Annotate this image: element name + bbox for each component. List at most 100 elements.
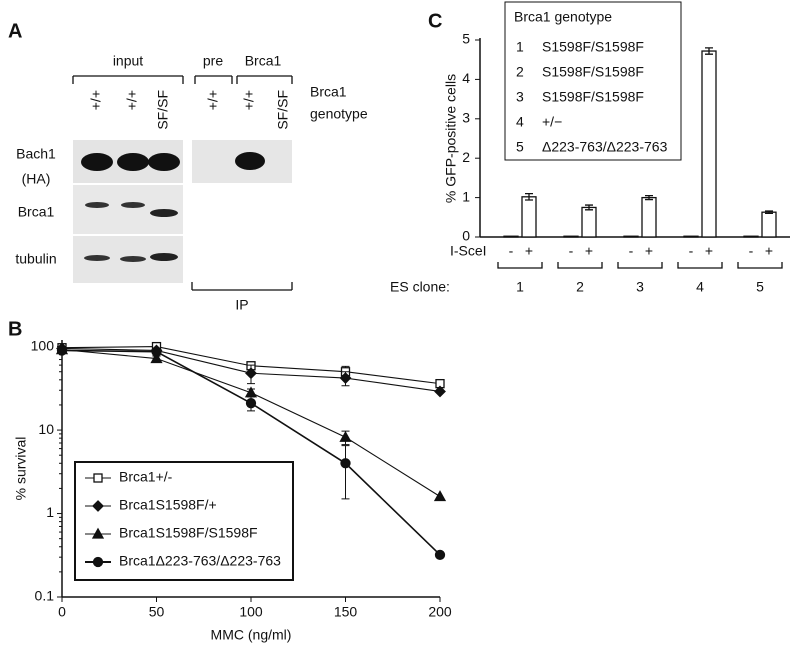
legend-label: Brca1Δ223-763/Δ223-763: [119, 553, 281, 569]
x-tick-label: -: [509, 243, 514, 259]
error-bar: [765, 210, 773, 215]
y-axis-label: % GFP-positive cells: [443, 74, 459, 203]
x-tick-label: 200: [428, 604, 452, 620]
group-label: input: [113, 53, 143, 69]
band: [117, 153, 149, 171]
band: [150, 253, 178, 261]
x-tick-label: +: [525, 243, 533, 259]
band: [84, 255, 110, 261]
bar: [563, 235, 579, 238]
ip-label: IP: [235, 297, 248, 313]
x-tick-label: +: [705, 243, 713, 259]
legend-label: S1598F/S1598F: [542, 89, 644, 105]
legend-label: +/−: [542, 114, 562, 130]
panel-label: B: [8, 318, 22, 340]
error-bar: [525, 193, 533, 201]
bar: [503, 235, 519, 238]
legend-number: 2: [516, 64, 524, 80]
panel-label: C: [428, 10, 442, 32]
x-tick-label: 0: [58, 604, 66, 620]
legend-label: S1598F/S1598F: [542, 39, 644, 55]
legend-number: 3: [516, 89, 524, 105]
legend-number: 1: [516, 39, 524, 55]
band: [120, 256, 146, 262]
row-label: (HA): [22, 171, 51, 187]
y-tick-label: 2: [462, 149, 470, 165]
x-tick-label: 100: [239, 604, 263, 620]
bar: [641, 196, 657, 238]
y-tick-label: 4: [462, 70, 470, 86]
blot: [72, 75, 293, 291]
legend-title: Brca1 genotype: [514, 9, 612, 25]
band: [150, 209, 178, 217]
bar: [701, 50, 717, 238]
band: [121, 202, 145, 208]
error-bar: [585, 204, 593, 211]
bar: [743, 235, 759, 238]
bar: [581, 206, 597, 238]
lane-label: +/+: [241, 90, 257, 110]
y-tick-label: 100: [31, 337, 55, 353]
marker: [92, 556, 104, 568]
marker: [93, 473, 103, 483]
marker: [433, 490, 447, 502]
y-tick-label: 1: [462, 188, 470, 204]
x-tick-label: +: [645, 243, 653, 259]
blot-labels: input pre Brca1 +/+ +/+ SF/SF +/+ +/+ SF/SF Brca1…: [15, 53, 367, 313]
marker: [245, 398, 257, 409]
marker: [92, 500, 104, 512]
chart-c: 0 1 2 3 4 5 % GFP-positive cells I-SceI ES clone…: [390, 1, 790, 295]
band: [235, 152, 265, 170]
y-tick-label: 10: [38, 421, 54, 437]
marker: [434, 385, 446, 398]
y-tick-label: 1: [46, 504, 54, 520]
bar: [623, 235, 639, 238]
genotype-label: Brca1: [310, 84, 347, 100]
lane-label: +/+: [205, 90, 221, 110]
y-tick-label: 0.1: [35, 588, 55, 604]
x-tick-label: +: [765, 243, 773, 259]
row-label: I-SceI: [450, 243, 487, 259]
panel-label: A: [8, 20, 22, 42]
marker: [434, 549, 446, 560]
y-tick-label: 5: [462, 31, 470, 47]
row-label: Bach1: [16, 146, 56, 162]
legend-label: Δ223-763/Δ223-763: [542, 139, 668, 155]
x-axis-label: MMC (ng/ml): [211, 627, 292, 643]
x-tick-label: -: [749, 243, 754, 259]
category: 3: [636, 279, 644, 295]
lane-label: +/+: [124, 90, 140, 110]
legend-number: 5: [516, 139, 524, 155]
bracket: [677, 262, 723, 269]
bar: [683, 235, 699, 238]
x-tick-label: -: [689, 243, 694, 259]
band: [85, 202, 109, 208]
legend-box: [504, 1, 682, 161]
genotype-label: genotype: [310, 106, 368, 122]
category: 1: [516, 279, 524, 295]
chart-b: 0.1 1 10 100 0 50 100 150 200 MMC (ng/ml) % surviv…: [13, 337, 452, 642]
category: 5: [756, 279, 764, 295]
lane-label: +/+: [88, 90, 104, 110]
row-label: tubulin: [15, 251, 56, 267]
band: [81, 153, 113, 171]
error-bar: [705, 47, 713, 55]
band: [148, 153, 180, 171]
lane-label: SF/SF: [275, 90, 291, 130]
legend-label: S1598F/S1598F: [542, 64, 644, 80]
category: 4: [696, 279, 704, 295]
bar: [521, 196, 537, 238]
bracket: [617, 262, 663, 269]
bar: [761, 211, 777, 238]
legend-box: [74, 461, 294, 581]
group-label: pre: [203, 53, 223, 69]
legend-number: 4: [516, 114, 524, 130]
marker: [151, 346, 162, 357]
legend-label: Brca1+/-: [119, 469, 173, 485]
bracket: [557, 262, 603, 269]
y-tick-label: 3: [462, 110, 470, 126]
y-axis-label: % survival: [13, 437, 29, 501]
error-bar: [645, 194, 653, 201]
group-label: Brca1: [245, 53, 282, 69]
